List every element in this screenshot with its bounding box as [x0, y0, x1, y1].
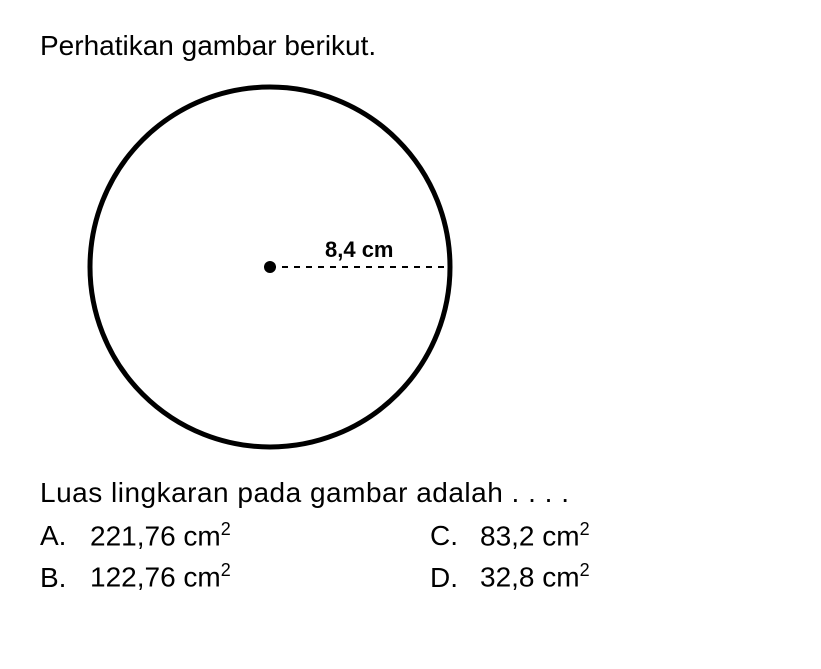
- option-c-exp: 2: [580, 519, 590, 539]
- option-a-text: 221,76 cm: [90, 520, 221, 551]
- question-prompt: Luas lingkaran pada gambar adalah . . . …: [40, 477, 781, 509]
- option-a-value: 221,76 cm2: [90, 519, 231, 552]
- option-b-value: 122,76 cm2: [90, 560, 231, 593]
- option-b-text: 122,76 cm: [90, 562, 221, 593]
- option-c[interactable]: C. 83,2 cm2: [430, 519, 760, 552]
- option-d-exp: 2: [580, 560, 590, 580]
- option-c-value: 83,2 cm2: [480, 519, 590, 552]
- option-a[interactable]: A. 221,76 cm2: [40, 519, 370, 552]
- option-c-letter: C.: [430, 520, 480, 552]
- option-b[interactable]: B. 122,76 cm2: [40, 560, 370, 593]
- option-b-letter: B.: [40, 562, 90, 594]
- option-d[interactable]: D. 32,8 cm2: [430, 560, 760, 593]
- option-a-letter: A.: [40, 520, 90, 552]
- options-grid: A. 221,76 cm2 C. 83,2 cm2 B. 122,76 cm2 …: [40, 519, 760, 594]
- center-dot: [264, 261, 276, 273]
- option-b-exp: 2: [221, 560, 231, 580]
- option-d-value: 32,8 cm2: [480, 560, 590, 593]
- circle-svg: 8,4 cm: [80, 77, 460, 457]
- option-c-text: 83,2 cm: [480, 520, 580, 551]
- circle-diagram: 8,4 cm: [80, 77, 460, 457]
- option-d-text: 32,8 cm: [480, 562, 580, 593]
- radius-label: 8,4 cm: [325, 237, 394, 262]
- question-intro: Perhatikan gambar berikut.: [40, 30, 781, 62]
- option-a-exp: 2: [221, 519, 231, 539]
- option-d-letter: D.: [430, 562, 480, 594]
